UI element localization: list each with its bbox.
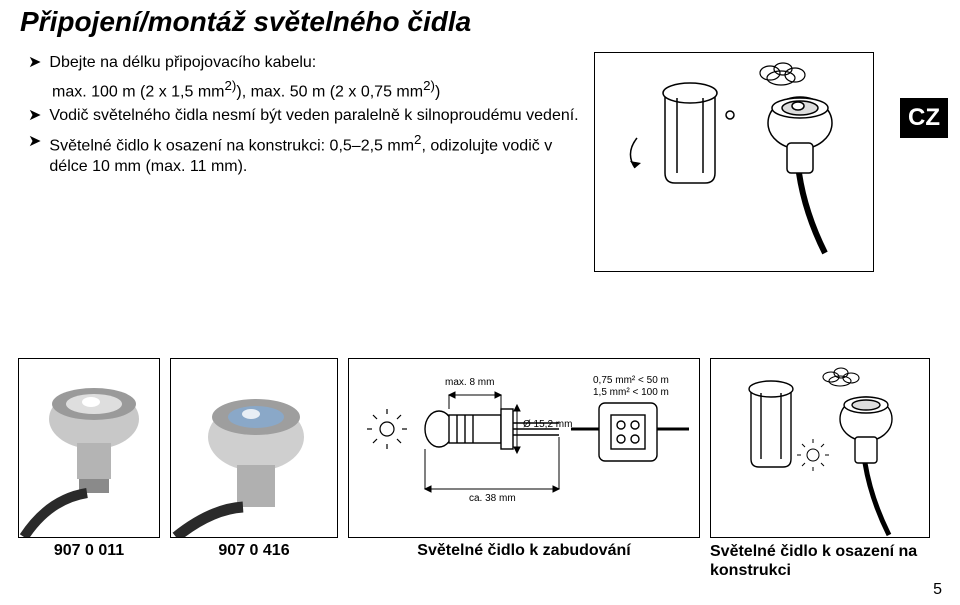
b1l2b: ), max. 50 m (2 x 0,75 mm — [236, 83, 423, 100]
bullet-arrow-icon: ➤ — [28, 52, 41, 74]
bullet-2-text: Vodič světelného čidla nesmí být veden p… — [49, 105, 580, 127]
907-0-416-svg — [171, 359, 338, 538]
product-box-2 — [170, 358, 338, 538]
bullet-arrow-icon: ➤ — [28, 131, 41, 179]
built-in-sensor-diagram: max. 8 mm Ø 15,2 mm ca. 38 mm 0,75 mm² <… — [348, 358, 700, 538]
page-title: Připojení/montáž světelného čidla — [0, 0, 960, 38]
labels-row: 907 0 011 907 0 416 Světelné čidlo k zab… — [0, 542, 960, 580]
bullet-2: ➤ Vodič světelného čidla nesmí být veden… — [28, 105, 580, 127]
bottom-row: max. 8 mm Ø 15,2 mm ca. 38 mm 0,75 mm² <… — [0, 348, 960, 538]
mount-sensor-diagram-svg — [595, 53, 874, 272]
dim-ca38: ca. 38 mm — [469, 493, 516, 504]
bullet-list: ➤ Dbejte na délku připojovacího kabelu: … — [0, 52, 590, 272]
language-badge-cz: CZ — [900, 98, 948, 138]
bullet-3-text: Světelné čidlo k osazení na konstrukci: … — [49, 131, 580, 179]
b1l2c: ) — [435, 83, 440, 100]
label-mount: Světelné čidlo k osazení na konstrukci — [710, 542, 930, 580]
product-box-1 — [18, 358, 160, 538]
bullet-3: ➤ Světelné čidlo k osazení na konstrukci… — [28, 131, 580, 179]
mount-sensor-diagram-small — [710, 358, 930, 538]
mount-small-svg — [711, 359, 930, 538]
dim-cable1: 0,75 mm² < 50 m — [593, 375, 669, 386]
label-built-in: Světelné čidlo k zabudování — [348, 542, 700, 580]
page-number: 5 — [933, 581, 942, 599]
bullet-1-line2: max. 100 m (2 x 1,5 mm2)), max. 50 m (2 … — [28, 78, 580, 101]
bullet-1-line1: Dbejte na délku připojovacího kabelu: — [49, 52, 580, 74]
label-907-0-011: 907 0 011 — [18, 542, 160, 580]
b1l2a: max. 100 m (2 x 1,5 mm — [52, 83, 225, 100]
label-907-0-416: 907 0 416 — [170, 542, 338, 580]
dim-max8: max. 8 mm — [445, 377, 494, 388]
dim-cable2: 1,5 mm² < 100 m — [593, 387, 669, 398]
sup-2b: 2) — [423, 78, 435, 93]
907-0-011-svg — [19, 359, 160, 538]
bullet-arrow-icon: ➤ — [28, 105, 41, 127]
bullet-1: ➤ Dbejte na délku připojovacího kabelu: — [28, 52, 580, 74]
dim-d15: Ø 15,2 mm — [523, 419, 572, 430]
top-row: ➤ Dbejte na délku připojovacího kabelu: … — [0, 52, 960, 272]
top-diagram — [594, 52, 874, 272]
b3a: Světelné čidlo k osazení na konstrukci: … — [49, 137, 414, 154]
sup-2a: 2) — [225, 78, 237, 93]
